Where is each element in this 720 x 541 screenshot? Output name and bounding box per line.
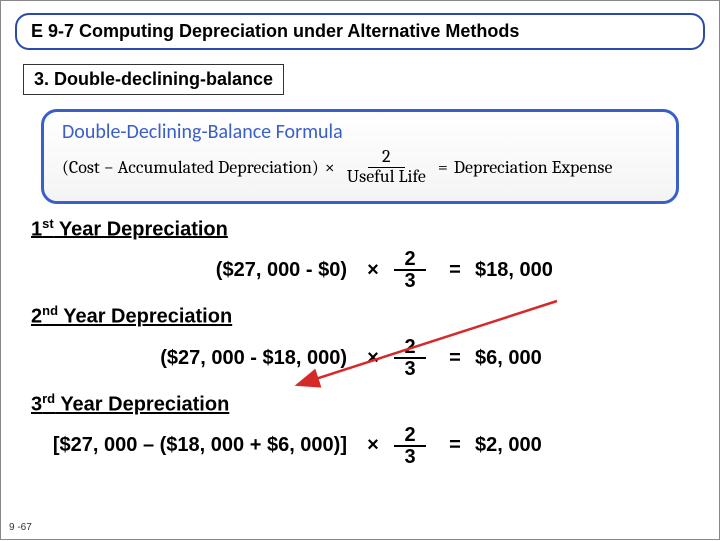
year3-eq: = [435,434,475,457]
year1-expr: ($27, 000 - $0) [31,259,361,282]
year2-result: $6, 000 [475,347,542,370]
formula-heading: Double-Declining-Balance Formula [62,120,658,148]
year2-den: 3 [404,359,415,379]
year1-num: 2 [394,249,426,271]
slide-title: E 9-7 Computing Depreciation under Alter… [15,13,705,50]
year2-ord: 2 [31,306,42,328]
year1-result: $18, 000 [475,259,553,282]
year3-den: 3 [404,447,415,467]
year2-frac: 2 3 [385,337,435,379]
calculations: 1st Year Depreciation ($27, 000 - $0) × … [1,216,719,473]
year2-mult: × [361,347,385,370]
method-subtitle: 3. Double-declining-balance [23,64,284,95]
year2-calc: ($27, 000 - $18, 000) × 2 3 = $6, 000 [31,331,689,385]
formula-right: Depreciation Expense [454,157,613,178]
year3-expr: [$27, 000 – ($18, 000 + $6, 000)] [31,434,361,457]
year1-eq: = [435,259,475,282]
year2-eq: = [435,347,475,370]
year2-suf: nd [42,303,58,318]
subtitle-text: 3. Double-declining-balance [34,69,273,89]
year1-frac: 2 3 [385,249,435,291]
year1-mult: × [361,259,385,282]
year2-label: 2nd Year Depreciation [31,303,689,329]
year2-rest: Year Depreciation [58,306,232,328]
year1-den: 3 [404,271,415,291]
year3-frac: 2 3 [385,425,435,467]
year1-ord: 1 [31,218,42,240]
formula-denominator: Useful Life [341,168,432,187]
year3-ord: 3 [31,394,42,416]
year2-expr: ($27, 000 - $18, 000) [31,347,361,370]
formula-times: × [325,157,335,178]
year1-label: 1st Year Depreciation [31,216,689,242]
year3-mult: × [361,434,385,457]
formula-eq: = [438,157,448,178]
year1-suf: st [42,216,54,231]
title-text: E 9-7 Computing Depreciation under Alter… [31,21,519,41]
page-number: 9 -67 [9,522,32,533]
year3-label: 3rd Year Depreciation [31,391,689,417]
year1-calc: ($27, 000 - $0) × 2 3 = $18, 000 [31,243,689,297]
formula-box: Double-Declining-Balance Formula (Cost −… [41,109,679,204]
formula-numerator: 2 [368,148,405,168]
year1-rest: Year Depreciation [54,218,228,240]
year3-num: 2 [394,425,426,447]
year3-result: $2, 000 [475,434,542,457]
formula-left: (Cost − Accumulated Depreciation) [62,157,319,178]
year3-rest: Year Depreciation [55,394,229,416]
year3-suf: rd [42,391,55,406]
formula-fraction: 2 Useful Life [341,148,432,187]
year2-num: 2 [394,337,426,359]
year3-calc: [$27, 000 – ($18, 000 + $6, 000)] × 2 3 … [31,419,689,473]
formula-expression: (Cost − Accumulated Depreciation) × 2 Us… [62,148,658,187]
